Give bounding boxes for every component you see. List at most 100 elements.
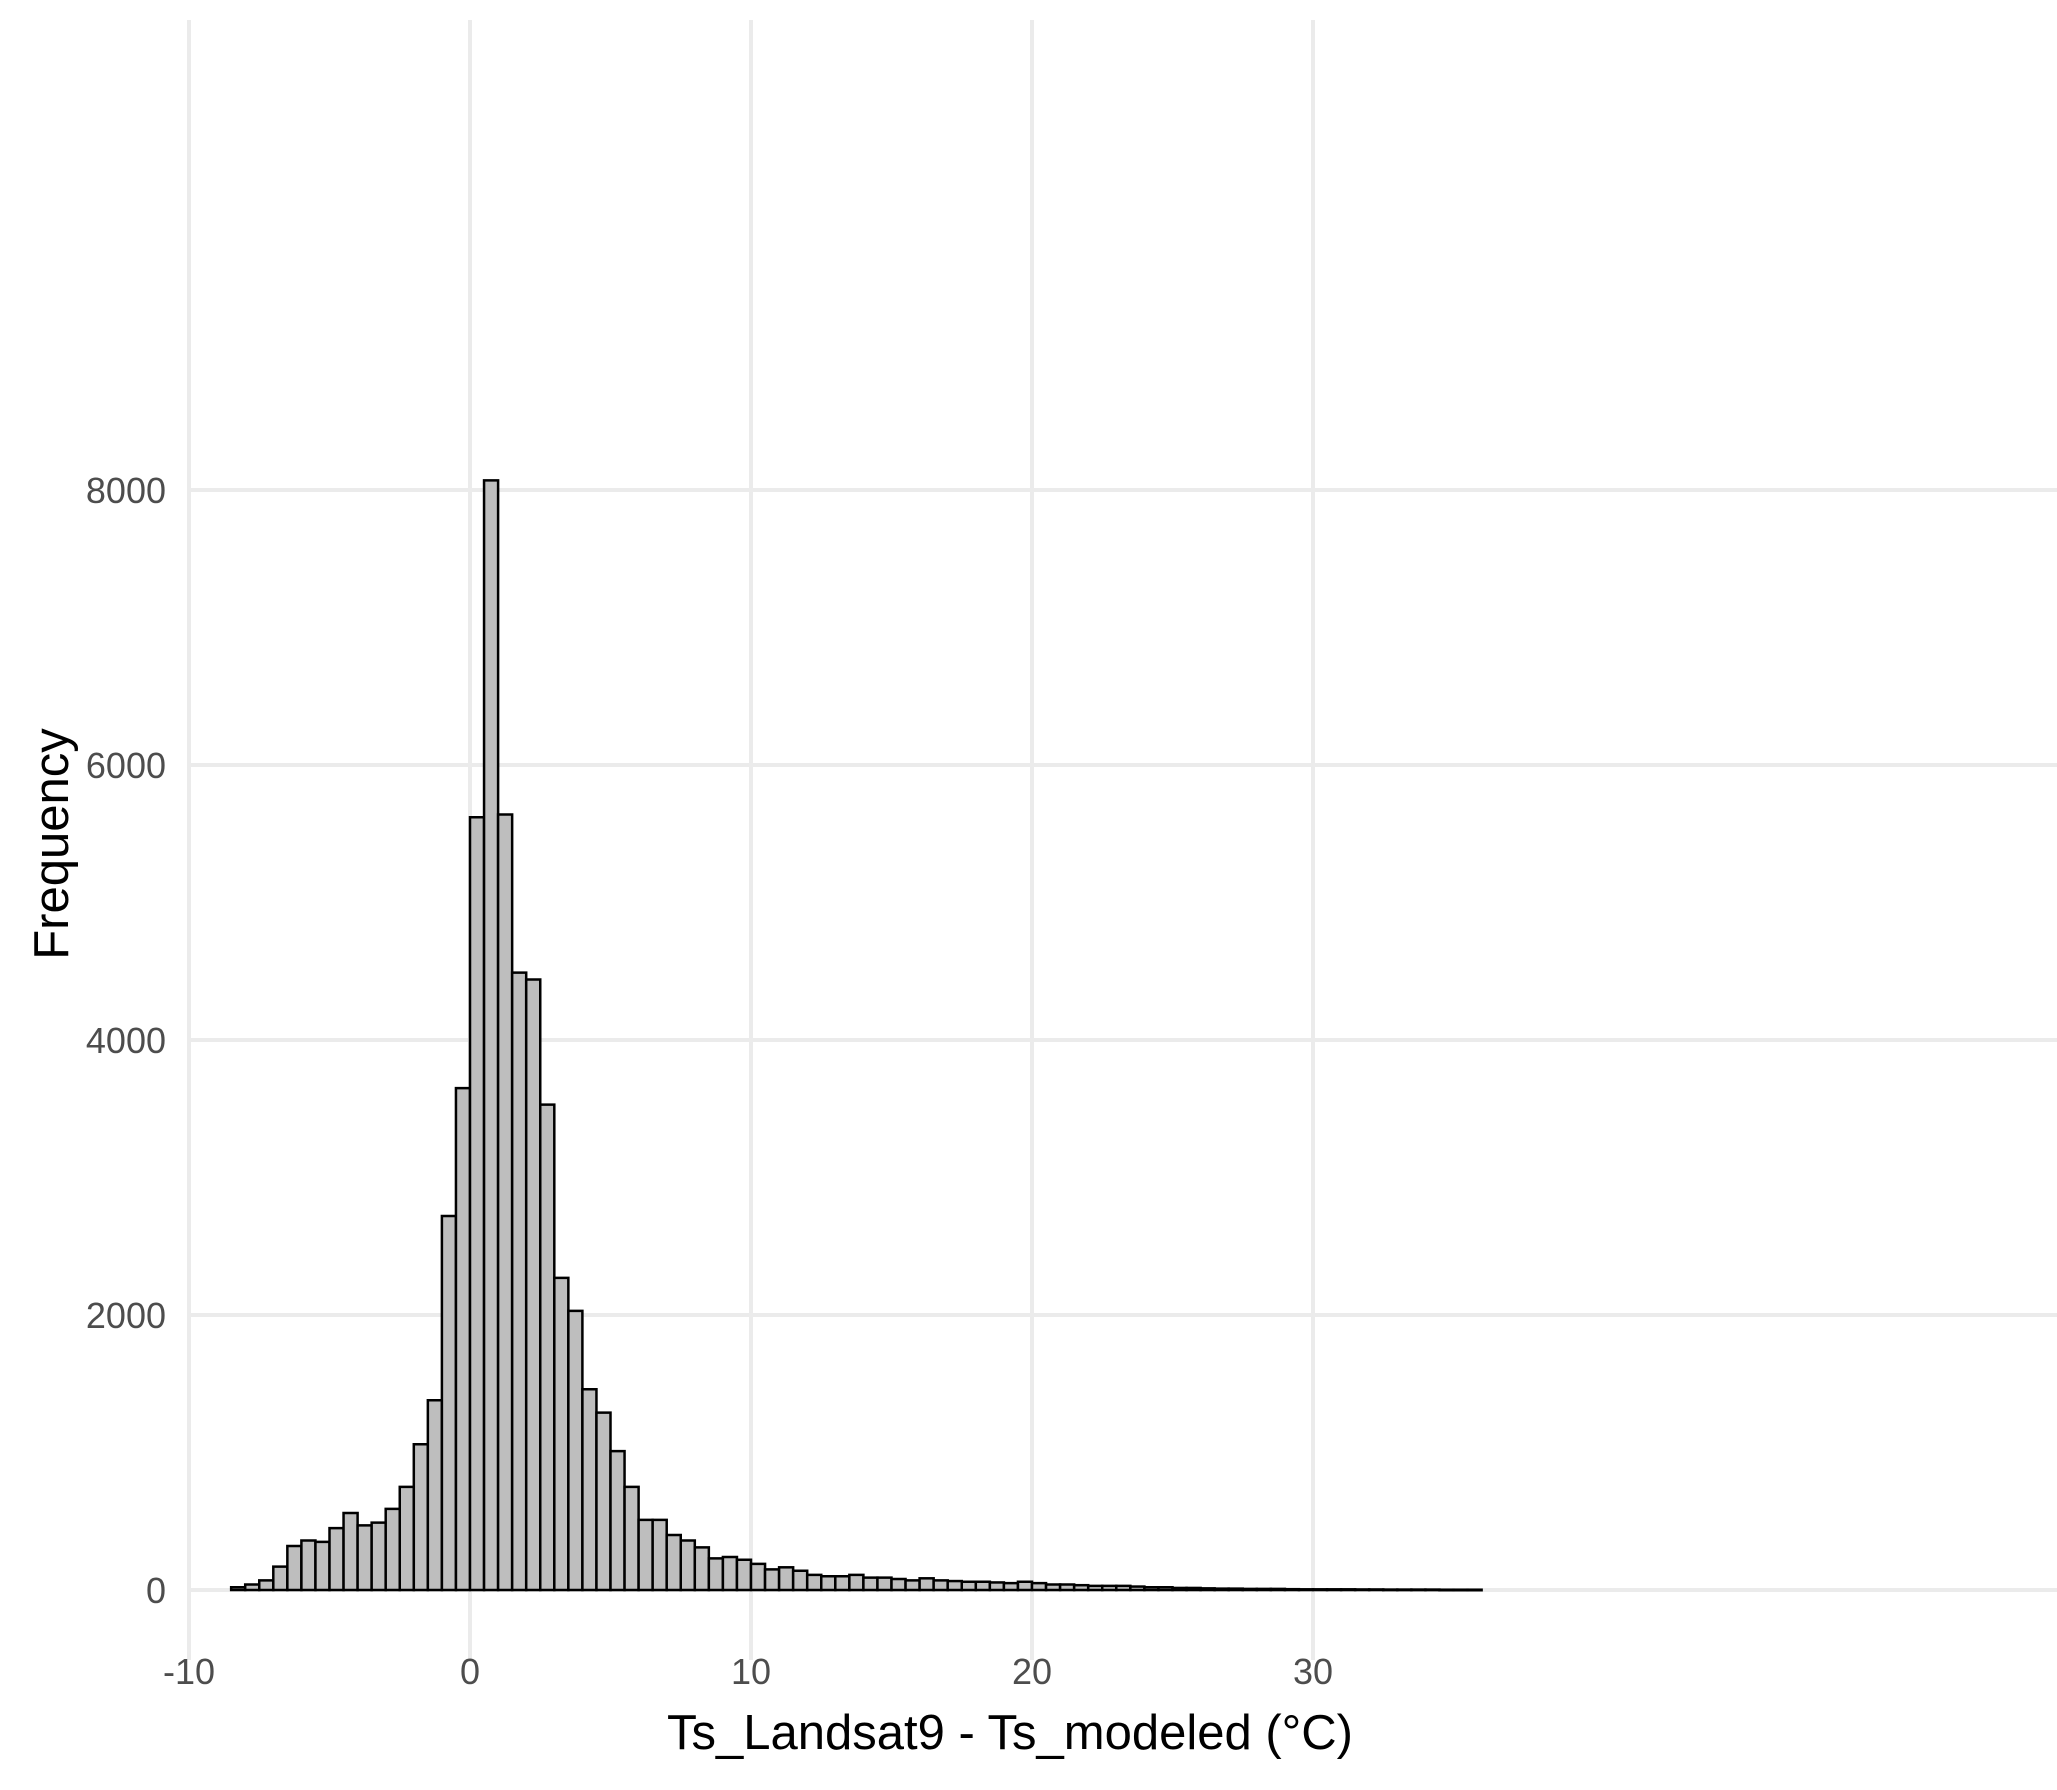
histogram-bar-74 xyxy=(1269,1587,1287,1592)
histogram-bar-20 xyxy=(510,971,528,1592)
y-tick-label-3: 6000 xyxy=(86,745,166,786)
histogram-bar-86 xyxy=(1438,1588,1455,1592)
histogram-bar-61 xyxy=(1086,1584,1104,1592)
histogram-bar-73 xyxy=(1255,1587,1273,1592)
histogram-bar-32 xyxy=(679,1539,697,1592)
histogram-bar-26 xyxy=(595,1411,612,1592)
histogram-bar-37 xyxy=(749,1562,767,1592)
histogram-bar-85 xyxy=(1424,1588,1441,1592)
x-tick-label-4: 30 xyxy=(1293,1651,1333,1692)
histogram-bar-10 xyxy=(370,1521,387,1592)
y-tick-label-2: 4000 xyxy=(86,1020,166,1061)
histogram-bar-52 xyxy=(960,1580,978,1592)
histogram-bar-23 xyxy=(553,1276,570,1592)
histogram-bar-14 xyxy=(426,1399,444,1592)
histogram-bar-31 xyxy=(665,1533,683,1592)
histogram-bar-35 xyxy=(721,1555,739,1592)
histogram-bar-39 xyxy=(777,1566,795,1592)
histogram-bar-49 xyxy=(918,1577,935,1592)
histogram-bar-69 xyxy=(1199,1587,1216,1592)
y-tick-label-0: 0 xyxy=(146,1570,166,1611)
histogram-bar-34 xyxy=(707,1557,725,1592)
histogram-bar-15 xyxy=(440,1214,458,1592)
histogram-bar-66 xyxy=(1157,1586,1174,1592)
histogram-bar-19 xyxy=(496,813,514,1592)
histogram-bar-83 xyxy=(1396,1588,1413,1592)
histogram-bar-47 xyxy=(890,1577,907,1592)
x-tick-label-3: 20 xyxy=(1012,1651,1052,1692)
histogram-bar-79 xyxy=(1339,1588,1357,1592)
histogram-bar-67 xyxy=(1171,1586,1188,1592)
histogram-bar-78 xyxy=(1325,1588,1343,1592)
x-tick-label-1: 0 xyxy=(460,1651,480,1692)
histogram-bar-55 xyxy=(1002,1581,1020,1592)
histogram-bar-13 xyxy=(412,1443,430,1592)
histogram-bar-59 xyxy=(1058,1583,1076,1592)
histogram-bar-77 xyxy=(1311,1588,1329,1592)
histogram-bar-22 xyxy=(539,1103,556,1592)
y-tick-label-1: 2000 xyxy=(86,1295,166,1336)
histogram-bar-33 xyxy=(693,1546,711,1592)
histogram-bar-30 xyxy=(651,1518,668,1592)
histogram-bar-24 xyxy=(567,1309,584,1592)
histogram-bar-44 xyxy=(848,1573,865,1592)
histogram-bar-84 xyxy=(1410,1588,1427,1592)
histogram-bar-9 xyxy=(356,1524,373,1592)
y-tick-label-4: 8000 xyxy=(86,470,166,511)
histogram-bar-87 xyxy=(1452,1588,1469,1592)
histogram-bar-68 xyxy=(1185,1586,1202,1592)
histogram-bar-75 xyxy=(1283,1587,1301,1592)
histogram-bar-12 xyxy=(398,1485,416,1592)
histogram-bar-28 xyxy=(623,1485,640,1592)
histogram-bar-62 xyxy=(1101,1584,1118,1592)
histogram-bar-82 xyxy=(1382,1588,1399,1592)
histogram-bar-63 xyxy=(1115,1584,1132,1592)
histogram-bar-6 xyxy=(314,1540,331,1592)
histogram-bar-17 xyxy=(468,816,486,1592)
x-tick-label-0: -10 xyxy=(163,1651,215,1692)
histogram-bar-7 xyxy=(328,1526,345,1592)
histogram-bar-72 xyxy=(1241,1587,1259,1592)
y-axis-title: Frequency xyxy=(25,728,79,960)
histogram-bar-48 xyxy=(904,1579,921,1592)
histogram-bar-71 xyxy=(1227,1587,1244,1592)
histogram-bar-45 xyxy=(862,1576,879,1592)
histogram-bar-64 xyxy=(1129,1585,1146,1592)
histogram-bar-54 xyxy=(988,1581,1006,1592)
x-tick-label-2: 10 xyxy=(731,1651,771,1692)
histogram-bar-25 xyxy=(581,1388,598,1592)
histogram-bar-18 xyxy=(482,479,500,1592)
histogram-bar-42 xyxy=(820,1575,837,1592)
histogram-bar-11 xyxy=(384,1507,402,1592)
histogram-bar-8 xyxy=(342,1511,359,1592)
histogram-bar-4 xyxy=(286,1544,303,1592)
histogram-bar-81 xyxy=(1367,1588,1385,1592)
histogram-bar-53 xyxy=(974,1580,992,1592)
histogram-bar-29 xyxy=(637,1518,654,1592)
x-axis-title: Ts_Landsat9 - Ts_modeled (°C) xyxy=(667,1706,1353,1760)
histogram-bar-40 xyxy=(791,1569,809,1592)
histogram-bar-1 xyxy=(243,1583,261,1592)
histogram-bar-36 xyxy=(735,1558,753,1592)
histogram-bar-27 xyxy=(609,1449,626,1592)
bars-layer xyxy=(229,479,1483,1592)
histogram-bar-88 xyxy=(1466,1588,1483,1592)
histogram-bar-2 xyxy=(258,1579,275,1592)
histogram-bar-41 xyxy=(805,1573,823,1592)
histogram-bar-46 xyxy=(876,1576,893,1592)
histogram-bar-60 xyxy=(1072,1583,1090,1592)
histogram-bar-76 xyxy=(1297,1588,1315,1592)
histogram-bar-0 xyxy=(229,1586,247,1592)
histogram-bar-51 xyxy=(946,1579,964,1592)
histogram-bar-5 xyxy=(300,1539,317,1592)
histogram-bar-16 xyxy=(454,1086,472,1592)
histogram-bar-3 xyxy=(272,1565,289,1592)
histogram-bar-58 xyxy=(1044,1583,1062,1592)
histogram-bar-56 xyxy=(1016,1580,1034,1592)
histogram-bar-70 xyxy=(1213,1587,1230,1592)
histogram-bar-38 xyxy=(763,1568,781,1592)
histogram-bar-21 xyxy=(524,978,542,1592)
histogram-bar-80 xyxy=(1353,1588,1371,1592)
